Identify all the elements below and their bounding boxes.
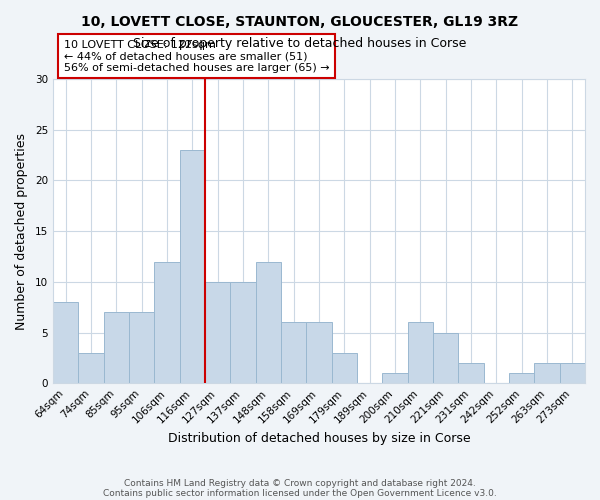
Bar bbox=[307, 322, 332, 384]
Bar bbox=[79, 353, 104, 384]
Y-axis label: Number of detached properties: Number of detached properties bbox=[15, 132, 28, 330]
Bar bbox=[458, 363, 484, 384]
Bar bbox=[433, 332, 458, 384]
Bar bbox=[180, 150, 205, 384]
Bar bbox=[205, 282, 230, 384]
Text: Contains public sector information licensed under the Open Government Licence v3: Contains public sector information licen… bbox=[103, 488, 497, 498]
Bar bbox=[407, 322, 433, 384]
X-axis label: Distribution of detached houses by size in Corse: Distribution of detached houses by size … bbox=[168, 432, 470, 445]
Bar bbox=[509, 373, 535, 384]
Bar bbox=[560, 363, 585, 384]
Bar bbox=[154, 262, 180, 384]
Bar bbox=[104, 312, 129, 384]
Bar bbox=[382, 373, 407, 384]
Text: 10 LOVETT CLOSE: 122sqm
← 44% of detached houses are smaller (51)
56% of semi-de: 10 LOVETT CLOSE: 122sqm ← 44% of detache… bbox=[64, 40, 329, 73]
Bar bbox=[53, 302, 79, 384]
Bar bbox=[332, 353, 357, 384]
Bar bbox=[281, 322, 307, 384]
Bar bbox=[129, 312, 154, 384]
Text: Size of property relative to detached houses in Corse: Size of property relative to detached ho… bbox=[133, 38, 467, 51]
Bar bbox=[535, 363, 560, 384]
Bar bbox=[230, 282, 256, 384]
Bar bbox=[256, 262, 281, 384]
Text: 10, LOVETT CLOSE, STAUNTON, GLOUCESTER, GL19 3RZ: 10, LOVETT CLOSE, STAUNTON, GLOUCESTER, … bbox=[82, 15, 518, 29]
Text: Contains HM Land Registry data © Crown copyright and database right 2024.: Contains HM Land Registry data © Crown c… bbox=[124, 478, 476, 488]
